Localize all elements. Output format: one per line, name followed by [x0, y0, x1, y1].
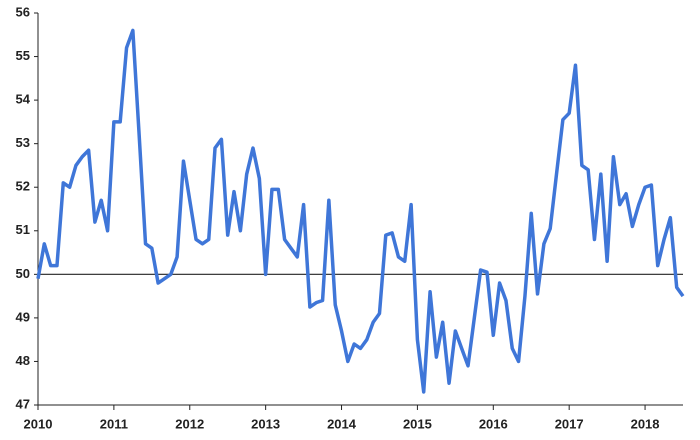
y-tick-label: 52 — [16, 179, 30, 194]
x-tick-label: 2018 — [631, 416, 660, 431]
x-tick-label: 2013 — [251, 416, 280, 431]
y-tick-label: 49 — [16, 309, 30, 324]
x-tick-label: 2012 — [175, 416, 204, 431]
x-tick-label: 2010 — [24, 416, 53, 431]
y-tick-label: 50 — [16, 266, 30, 281]
x-tick-label: 2015 — [403, 416, 432, 431]
y-tick-label: 48 — [16, 353, 30, 368]
y-tick-label: 55 — [16, 48, 30, 63]
x-tick-label: 2017 — [555, 416, 584, 431]
y-tick-label: 51 — [16, 222, 30, 237]
y-tick-label: 56 — [16, 4, 30, 19]
x-tick-label: 2016 — [479, 416, 508, 431]
y-tick-label: 54 — [16, 92, 31, 107]
y-tick-label: 53 — [16, 135, 30, 150]
y-tick-label: 47 — [16, 396, 30, 411]
x-tick-label: 2011 — [100, 416, 128, 431]
data-line — [36, 28, 685, 394]
x-tick-label: 2014 — [327, 416, 357, 431]
